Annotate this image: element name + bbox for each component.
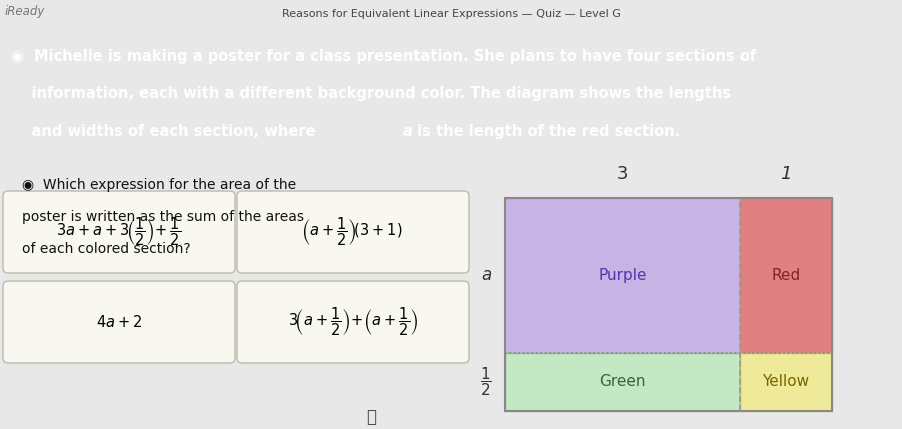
FancyBboxPatch shape <box>237 281 469 363</box>
Text: $3\!\left(a + \dfrac{1}{2}\right)\!+\!\left(a + \dfrac{1}{2}\right)$: $3\!\left(a + \dfrac{1}{2}\right)\!+\!\l… <box>288 306 419 338</box>
Text: ◉  Which expression for the area of the: ◉ Which expression for the area of the <box>22 178 296 192</box>
Text: 1: 1 <box>780 165 792 183</box>
Bar <box>740 198 832 353</box>
Text: $\dfrac{1}{2}$: $\dfrac{1}{2}$ <box>480 366 492 399</box>
Bar <box>505 353 740 411</box>
Text: 3: 3 <box>617 165 629 183</box>
FancyBboxPatch shape <box>3 191 235 273</box>
Text: a: a <box>402 124 412 139</box>
Text: $\!\left(a + \dfrac{1}{2}\right)\!(3 + 1)$: $\!\left(a + \dfrac{1}{2}\right)\!(3 + 1… <box>303 216 403 248</box>
Text: Purple: Purple <box>598 268 647 283</box>
FancyBboxPatch shape <box>237 191 469 273</box>
Text: information, each with a different background color. The diagram shows the lengt: information, each with a different backg… <box>11 86 731 101</box>
Text: Red: Red <box>771 268 801 283</box>
Text: a: a <box>482 266 492 284</box>
Text: poster is written as the sum of the areas: poster is written as the sum of the area… <box>22 210 304 224</box>
Text: iReady: iReady <box>5 5 45 18</box>
Text: Reasons for Equivalent Linear Expressions — Quiz — Level G: Reasons for Equivalent Linear Expression… <box>281 9 621 19</box>
Text: of each colored section?: of each colored section? <box>22 242 190 256</box>
Text: is the length of the red section.: is the length of the red section. <box>412 124 680 139</box>
Text: ◉  Michelle is making a poster for a class presentation. She plans to have four : ◉ Michelle is making a poster for a clas… <box>11 49 756 63</box>
Bar <box>505 198 832 411</box>
Text: and widths of each section, where: and widths of each section, where <box>11 124 320 139</box>
Text: ⮤: ⮤ <box>366 408 376 426</box>
Bar <box>740 353 832 411</box>
Text: Yellow: Yellow <box>762 375 810 390</box>
Text: $4a + 2$: $4a + 2$ <box>96 314 142 330</box>
Bar <box>505 198 740 353</box>
Text: Green: Green <box>599 375 646 390</box>
FancyBboxPatch shape <box>3 281 235 363</box>
Text: $3a + a + 3\!\left(\dfrac{1}{2}\right)\!+\dfrac{1}{2}$: $3a + a + 3\!\left(\dfrac{1}{2}\right)\!… <box>56 216 181 248</box>
